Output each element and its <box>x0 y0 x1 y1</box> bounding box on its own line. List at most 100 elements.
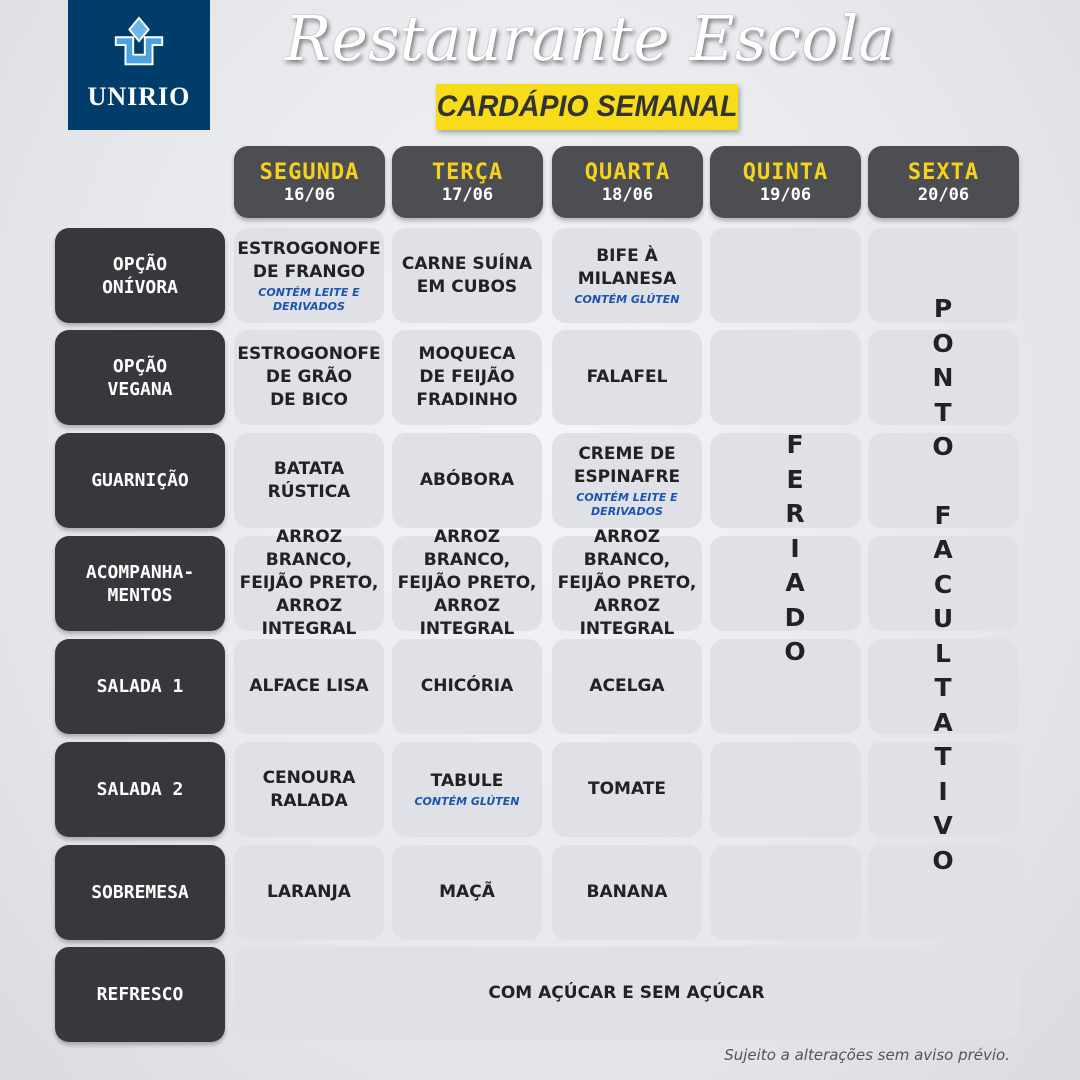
menu-cell: BATATA RÚSTICA <box>234 433 384 528</box>
status-letter: C <box>933 569 953 599</box>
allergen-note: CONTÉM GLÚTEN <box>574 292 680 306</box>
status-letter: A <box>933 535 953 564</box>
dish-name: ESTROGONOFE DE FRANGO <box>237 238 381 282</box>
allergen-note: CONTÉM LEITE E DERIVADOS <box>576 490 678 518</box>
menu-cell <box>868 433 1019 528</box>
status-letter: L <box>935 638 951 668</box>
menu-cell: BIFE À MILANESA CONTÉM GLÚTEN <box>552 228 702 323</box>
dish-name: ABÓBORA <box>419 470 515 490</box>
day-header-4: SEXTA 20/06 <box>868 146 1019 218</box>
menu-cell: ARROZ BRANCO, FEIJÃO PRETO, ARROZ INTEGR… <box>552 527 702 639</box>
menu-cell <box>710 845 861 940</box>
dish-name: ARROZ BRANCO, FEIJÃO PRETO, ARROZ INTEGR… <box>239 527 379 639</box>
refresco-text: COM AÇÚCAR E SEM AÇÚCAR <box>488 983 765 1003</box>
status-letter: T <box>934 397 952 427</box>
status-letter: O <box>932 432 954 461</box>
dish-name: MAÇÃ <box>439 882 495 902</box>
dish-name: CARNE SUÍNA EM CUBOS <box>401 253 533 297</box>
menu-cell: CARNE SUÍNA EM CUBOS <box>392 228 542 323</box>
day-header-3: QUINTA 19/06 <box>710 146 861 218</box>
menu-cell: ABÓBORA <box>392 433 542 528</box>
menu-cell <box>710 433 861 528</box>
day-name: SEXTA <box>907 159 980 185</box>
unirio-emblem-icon <box>114 16 164 66</box>
status-letter: O <box>932 845 954 875</box>
menu-cell: TABULE CONTÉM GLÚTEN <box>392 742 542 837</box>
row-label: GUARNIÇÃO <box>55 433 225 528</box>
day-date: 17/06 <box>441 184 494 205</box>
status-letter: A <box>785 568 805 597</box>
menu-cell: CREME DE ESPINAFRE CONTÉM LEITE E DERIVAD… <box>552 433 702 528</box>
day-header-2: QUARTA 18/06 <box>552 146 703 218</box>
dish-name: BANANA <box>586 882 668 902</box>
status-letter: F <box>934 500 952 530</box>
dish-name: FALAFEL <box>586 367 668 387</box>
menu-cell: BANANA <box>552 845 702 940</box>
menu-cell: TOMATE <box>552 742 702 837</box>
dish-name: ARROZ BRANCO, FEIJÃO PRETO, ARROZ INTEGR… <box>397 527 537 639</box>
status-letter: O <box>932 328 954 358</box>
status-letter: D <box>784 602 806 632</box>
dish-name: TOMATE <box>587 779 666 799</box>
menu-cell <box>868 845 1019 940</box>
menu-cell <box>710 639 861 734</box>
status-letter: A <box>933 707 953 737</box>
day-date: 16/06 <box>283 184 336 205</box>
status-letter: F <box>786 430 804 459</box>
menu-cell <box>710 330 861 425</box>
menu-cell: CENOURA RALADA <box>234 742 384 837</box>
page-title: Restaurante Escola <box>284 2 896 75</box>
menu-cell: ACELGA <box>552 639 702 734</box>
menu-cell: LARANJA <box>234 845 384 940</box>
menu-cell <box>868 536 1019 631</box>
day-date: 18/06 <box>601 184 654 205</box>
refresco-cell: COM AÇÚCAR E SEM AÇÚCAR <box>234 947 1019 1040</box>
dish-name: TABULE <box>430 771 504 791</box>
status-letter: R <box>785 499 805 528</box>
day-name: TERÇA <box>431 159 504 185</box>
day-name: SEGUNDA <box>259 159 360 185</box>
day-name: QUARTA <box>584 159 671 185</box>
dish-name: ACELGA <box>589 676 665 696</box>
menu-cell: ARROZ BRANCO, FEIJÃO PRETO, ARROZ INTEGR… <box>392 527 542 639</box>
row-label: OPÇÃO VEGANA <box>55 330 225 425</box>
day-header-0: SEGUNDA 16/06 <box>234 146 385 218</box>
menu-cell <box>868 639 1019 734</box>
day-date: 20/06 <box>917 184 970 205</box>
menu-cell: MAÇÃ <box>392 845 542 940</box>
status-letter: N <box>932 363 954 392</box>
menu-cell: ARROZ BRANCO, FEIJÃO PRETO, ARROZ INTEGR… <box>234 527 384 639</box>
status-letter: O <box>784 637 806 666</box>
row-label: SALADA 1 <box>55 639 225 734</box>
status-letter: T <box>934 742 952 771</box>
row-label-refresco: REFRESCO <box>55 947 225 1042</box>
status-letter: T <box>934 673 952 702</box>
dish-name: CENOURA RALADA <box>262 767 356 811</box>
dish-name: BATATA RÚSTICA <box>267 458 351 502</box>
footer-disclaimer: Sujeito a alterações sem aviso prévio. <box>724 1046 1010 1064</box>
day-header-1: TERÇA 17/06 <box>392 146 543 218</box>
status-letter: V <box>933 811 953 840</box>
dish-name: CREME DE ESPINAFRE <box>573 443 681 487</box>
dish-name: CHICÓRIA <box>420 676 514 696</box>
menu-cell <box>868 330 1019 425</box>
menu-cell: CHICÓRIA <box>392 639 542 734</box>
dish-name: LARANJA <box>267 882 351 902</box>
menu-cell: MOQUECA DE FEIJÃO FRADINHO <box>392 330 542 425</box>
menu-cell: FALAFEL <box>552 330 702 425</box>
status-letter: E <box>786 464 804 494</box>
logo-text: UNIRIO <box>87 82 191 111</box>
menu-cell: ESTROGONOFE DE FRANGO CONTÉM LEITE E DERI… <box>234 228 384 323</box>
menu-cell <box>710 536 861 631</box>
menu-cell <box>868 228 1019 323</box>
menu-cell <box>710 742 861 837</box>
page-subtitle: CARDÁPIO SEMANAL <box>435 84 739 130</box>
status-letter: I <box>938 776 948 806</box>
dish-name: BIFE À MILANESA <box>577 245 677 289</box>
row-label: SOBREMESA <box>55 845 225 940</box>
menu-cell <box>710 228 861 323</box>
day-date: 19/06 <box>759 184 812 205</box>
row-label: SALADA 2 <box>55 742 225 837</box>
